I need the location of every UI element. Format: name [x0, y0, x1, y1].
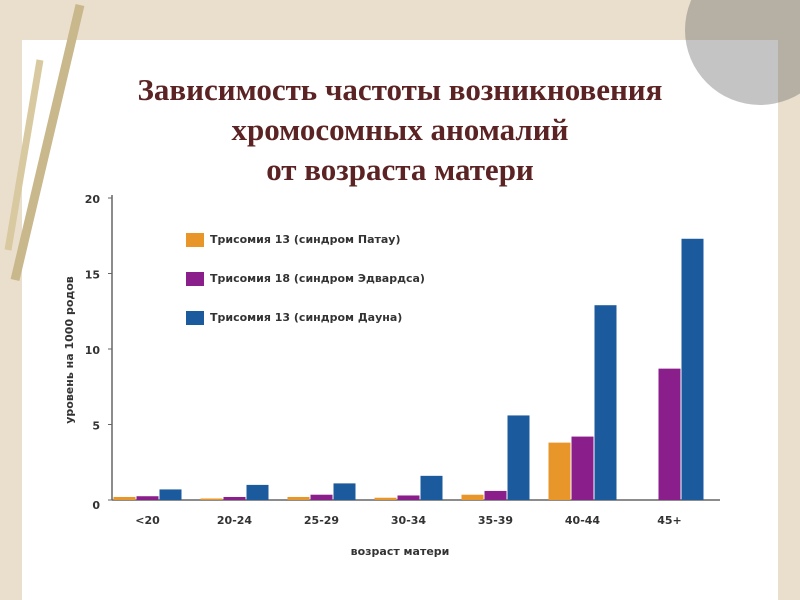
bar — [200, 498, 223, 500]
paper — [22, 40, 778, 600]
bar — [374, 497, 397, 500]
bar — [136, 496, 159, 500]
x-tick-label: 30-34 — [391, 514, 427, 527]
bar — [658, 368, 681, 500]
decor-bowl — [685, 0, 800, 105]
y-tick-label: 5 — [92, 420, 100, 433]
y-axis-label: уровень на 1000 родов — [63, 276, 76, 424]
bar — [681, 238, 704, 500]
bar — [594, 305, 617, 500]
bar — [461, 494, 484, 500]
bar — [223, 496, 246, 500]
x-tick-label: 40-44 — [565, 514, 601, 527]
bar — [571, 436, 594, 500]
x-tick-label: 35-39 — [478, 514, 513, 527]
x-tick-label: 20-24 — [217, 514, 253, 527]
decor-brush — [10, 3, 85, 282]
bar — [397, 495, 420, 500]
legend-label: Трисомия 18 (синдром Эдвардса) — [210, 272, 425, 285]
y-tick-label: 15 — [85, 269, 100, 282]
legend-swatch — [186, 233, 204, 247]
bar — [333, 483, 356, 500]
x-axis-label: возраст матери — [351, 545, 450, 558]
legend-swatch — [186, 311, 204, 325]
y-tick-label: 0 — [92, 499, 100, 512]
bar — [420, 475, 443, 500]
x-tick-label: 45+ — [657, 514, 682, 527]
bar — [507, 415, 530, 500]
bar — [484, 490, 507, 500]
chart-title: Зависимость частоты возникновения хромосо… — [138, 72, 663, 187]
decor-brush — [4, 59, 44, 251]
x-tick-label: <20 — [135, 514, 160, 527]
bar — [159, 489, 182, 500]
legend-label: Трисомия 13 (синдром Патау) — [210, 233, 401, 246]
legend-swatch — [186, 272, 204, 286]
y-tick-label: 10 — [85, 344, 101, 357]
x-tick-label: 25-29 — [304, 514, 339, 527]
bar — [246, 484, 269, 500]
bar — [287, 496, 310, 500]
bar — [548, 442, 571, 500]
bar — [310, 494, 333, 500]
legend-label: Трисомия 13 (синдром Дауна) — [210, 311, 402, 324]
y-tick-label: 20 — [85, 193, 101, 206]
bar — [113, 496, 136, 500]
